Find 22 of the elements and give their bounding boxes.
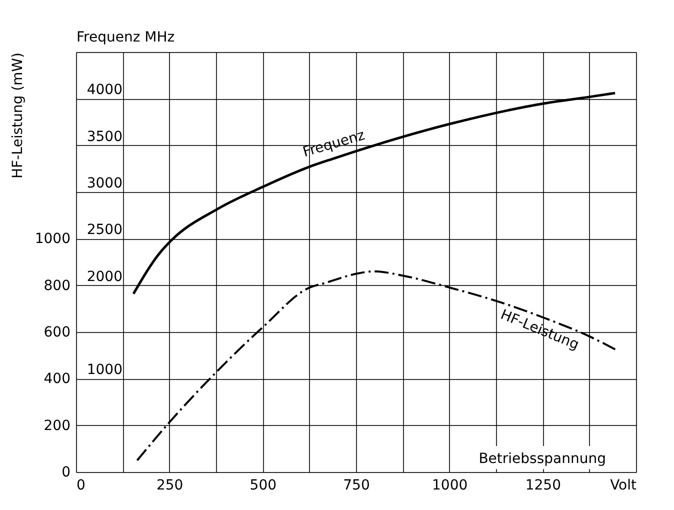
- x-axis-title: Betriebsspannung: [478, 451, 606, 467]
- y2-tick-label: 3500: [86, 128, 122, 145]
- x-tick-label: 0: [76, 478, 86, 494]
- y2-tick-label: 1000: [86, 362, 122, 378]
- y2-tick-label: 3000: [86, 176, 122, 192]
- x-tick-label: 1250: [525, 478, 561, 494]
- y-axis-title: HF-Leistung (mW): [10, 52, 26, 178]
- y2-tick-label: 2000: [86, 268, 122, 285]
- y-tick-label: 1000: [34, 231, 70, 248]
- y-tick-label: 600: [44, 324, 70, 340]
- y-tick-label: 0: [62, 464, 70, 480]
- y2-axis-title: Frequenz MHz: [76, 30, 175, 46]
- x-tick-label: 750: [343, 478, 370, 494]
- y-tick-label: 800: [44, 278, 70, 294]
- x-tick-label: 500: [250, 478, 277, 494]
- y2-tick-label: 4000: [86, 82, 122, 98]
- y-tick-label: 400: [44, 371, 70, 388]
- y2-tick-label: 2500: [86, 222, 122, 238]
- x-tick-label: Volt: [610, 478, 638, 494]
- y-tick-label: 200: [44, 418, 70, 434]
- x-tick-label: 1000: [432, 478, 468, 494]
- x-tick-label: 250: [156, 478, 184, 494]
